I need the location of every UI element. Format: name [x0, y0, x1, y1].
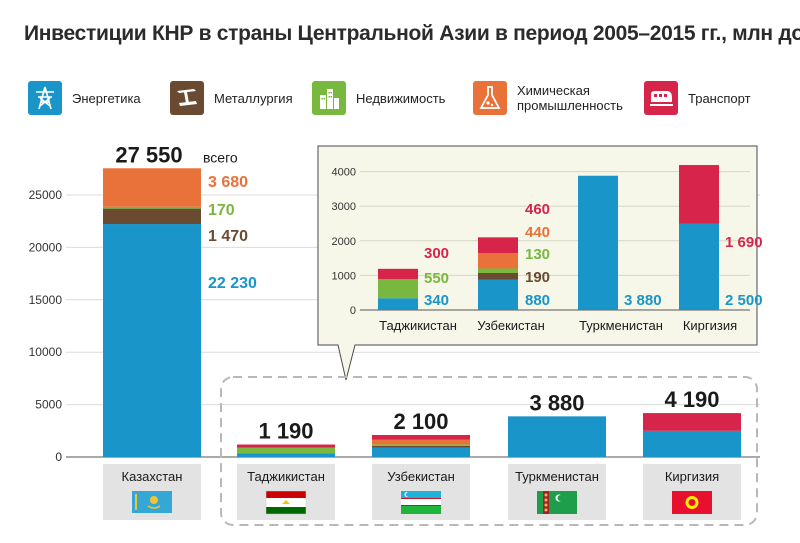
y-tick-label: 25000: [29, 188, 63, 202]
inset-bar-segment: [679, 165, 719, 224]
inset-bar-segment: [378, 298, 418, 310]
inset-bar-segment: [478, 237, 518, 254]
bar-segment: [372, 434, 470, 440]
power-tower-icon: [28, 81, 62, 115]
bar-segment: [643, 430, 741, 457]
inset-dashed-frame: [220, 376, 758, 526]
inset-category-label: Таджикистан: [379, 318, 457, 333]
inset-value-label: 2 500: [725, 292, 763, 309]
inset-y-tick-label: 2000: [332, 236, 356, 248]
bar-segment: [372, 447, 470, 457]
total-suffix: всего: [203, 149, 238, 165]
segment-label: 170: [208, 202, 235, 219]
inset-bar-segment: [679, 223, 719, 310]
inset-category-label: Туркменистан: [579, 318, 663, 333]
inset-value-label: 460: [525, 201, 550, 218]
bar-segment: [103, 224, 201, 457]
flag-kyrgyzstan-icon: [672, 491, 712, 514]
chart-title: Инвестиции КНР в страны Центральной Азии…: [24, 22, 800, 45]
steel-beam-icon: [170, 81, 204, 115]
y-tick-label: 0: [55, 450, 62, 464]
flag-kazakhstan-icon: [132, 491, 172, 513]
inset-y-tick-label: 4000: [332, 167, 356, 179]
bar-segment: [237, 444, 335, 448]
total-label: 2 100: [393, 409, 448, 434]
segment-label: 3 680: [208, 174, 248, 191]
category-label: Таджикистан: [247, 469, 325, 484]
bar-segment: [643, 413, 741, 431]
inset-bar-segment: [378, 268, 418, 280]
inset-category-label: Киргизия: [683, 318, 737, 333]
inset-value-label: 1 690: [725, 234, 763, 251]
inset-value-label: 190: [525, 269, 550, 286]
train-icon: [644, 81, 678, 115]
category-label: Узбекистан: [387, 469, 455, 484]
inset-panel: [317, 145, 758, 381]
inset-bar-segment: [578, 175, 618, 310]
inset-value-label: 3 880: [624, 292, 662, 309]
inset-value-label: 550: [424, 270, 449, 287]
flag-turkmenistan-icon: [537, 491, 577, 514]
inset-y-tick-label: 1000: [332, 270, 356, 282]
legend-item-transport: Транспорт: [644, 78, 751, 118]
y-tick-label: 20000: [29, 240, 63, 254]
category-label: Киргизия: [665, 469, 719, 484]
flag-tajikistan-icon: [265, 490, 307, 515]
legend-label: Энергетика: [72, 90, 141, 106]
bar-segment: [372, 439, 470, 445]
inset-bar-segment: [378, 279, 418, 299]
y-tick-label: 10000: [29, 345, 63, 359]
inset-y-tick-label: 0: [350, 305, 356, 317]
bar-segment: [508, 416, 606, 457]
flask-icon: [473, 81, 507, 115]
bar-segment: [103, 208, 201, 225]
bar-segment: [103, 168, 201, 207]
legend-item-realty: Недвижимость: [312, 78, 445, 118]
flag-uzbekistan-icon: [401, 491, 441, 514]
segment-label: 22 230: [208, 275, 257, 292]
inset-bar-segment: [478, 268, 518, 273]
category-label: Туркменистан: [515, 469, 599, 484]
legend-item-metal: Металлургия: [170, 78, 293, 118]
y-tick-label: 5000: [35, 398, 62, 412]
total-label: 4 190: [664, 387, 719, 412]
inset-bar-segment: [478, 272, 518, 280]
bar-segment: [103, 206, 201, 209]
category-label: Казахстан: [122, 469, 183, 484]
inset-bar-segment: [478, 253, 518, 269]
legend-label: Транспорт: [688, 90, 751, 106]
total-label: 3 880: [529, 390, 584, 415]
legend-label: Недвижимость: [356, 90, 446, 106]
segment-label: 1 470: [208, 228, 248, 245]
total-label: 27 550: [115, 142, 182, 167]
y-tick-label: 15000: [29, 293, 63, 307]
buildings-icon: [312, 81, 346, 115]
inset-category-label: Узбекистан: [477, 318, 545, 333]
inset-value-label: 440: [525, 224, 550, 241]
legend-item-chem: Химическая промышленность: [473, 78, 637, 118]
bar-segment: [237, 453, 335, 457]
total-label: 1 190: [258, 419, 313, 444]
inset-y-tick-label: 3000: [332, 201, 356, 213]
inset-value-label: 130: [525, 246, 550, 263]
bar-segment: [372, 445, 470, 448]
legend-label: Химическая промышленность: [517, 83, 623, 113]
legend-label: Металлургия: [214, 90, 293, 106]
inset-value-label: 340: [424, 292, 449, 309]
inset-value-label: 880: [525, 292, 550, 309]
bar-segment: [237, 447, 335, 454]
inset-bar-segment: [478, 279, 518, 310]
bar-segment: [372, 444, 470, 446]
inset-value-label: 300: [424, 245, 449, 262]
legend-item-energy: Энергетика: [28, 78, 141, 118]
